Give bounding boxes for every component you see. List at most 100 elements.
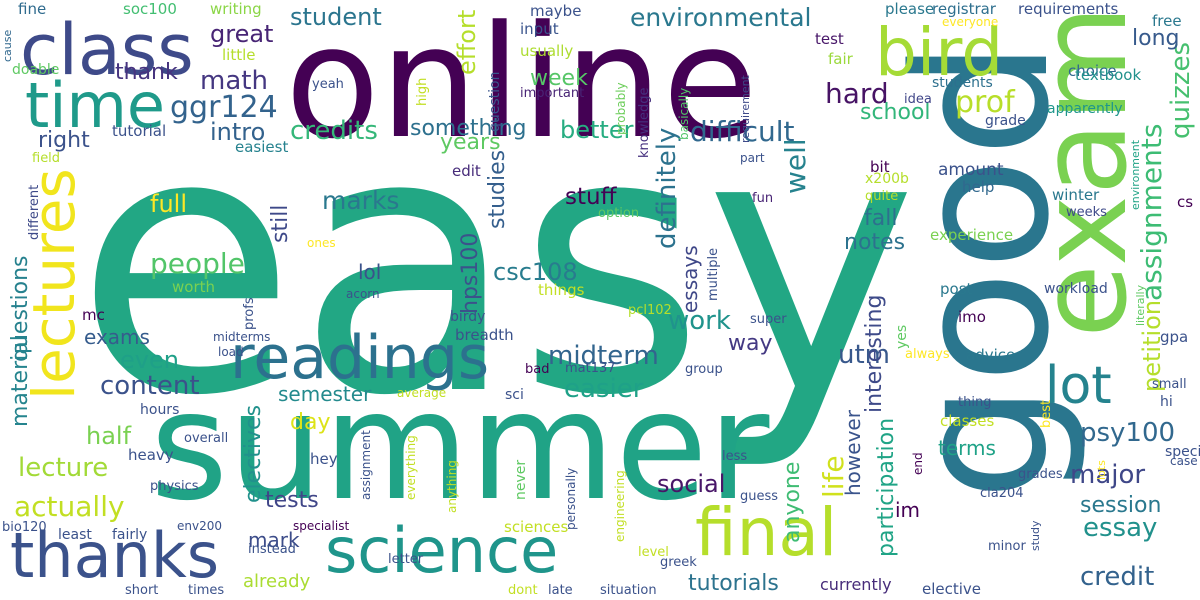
word-hard: hard: [825, 77, 889, 110]
word-everything: everything: [404, 435, 418, 500]
word-lots: lots: [1095, 460, 1108, 480]
word-hey: hey: [310, 450, 338, 468]
word-lol: lol: [358, 260, 382, 284]
word-physics: physics: [150, 479, 199, 494]
word-better: better: [560, 116, 634, 144]
word-situation: situation: [600, 583, 657, 598]
word-actually: actually: [14, 490, 125, 523]
word-mark: mark: [248, 528, 300, 552]
word-tutorials: tutorials: [688, 571, 779, 596]
word-anyone: anyone: [780, 461, 805, 543]
word-question: question: [487, 71, 503, 132]
word-probably: probably: [614, 82, 628, 135]
word-input: input: [520, 20, 559, 38]
word-usually: usually: [520, 42, 574, 60]
word-classes: classes: [940, 412, 995, 430]
word-apparently: apparently: [1047, 101, 1123, 117]
word-half: half: [86, 422, 132, 450]
word-life: life: [817, 455, 850, 498]
word-hi: hi: [1160, 394, 1173, 410]
word-terms: terms: [938, 436, 996, 460]
word-best: best: [1039, 399, 1054, 428]
word-requirement: requirement: [739, 75, 752, 143]
word-experience: experience: [930, 226, 1014, 244]
word-hours: hours: [140, 402, 180, 418]
word-environment: environment: [1129, 139, 1142, 210]
word-knowledge: knowledge: [637, 87, 652, 158]
word-weeks: weeks: [1066, 205, 1107, 220]
word-mc: mc: [82, 306, 105, 324]
word-week: week: [530, 66, 588, 91]
word-student: student: [290, 3, 382, 31]
word-average: average: [397, 386, 447, 400]
word-gpa: gpa: [1160, 328, 1189, 346]
word-day: day: [290, 410, 331, 435]
word-intro: intro: [210, 118, 266, 146]
word-math: math: [200, 66, 268, 96]
word-instead: instead: [248, 542, 296, 557]
word-already: already: [243, 571, 311, 592]
word-help: help: [962, 178, 995, 196]
word-end: end: [911, 452, 925, 475]
word-less: less: [722, 449, 748, 464]
word-requirements: requirements: [1018, 0, 1119, 18]
word-social: social: [657, 470, 726, 498]
word-readings: readings: [230, 323, 490, 393]
word-fair: fair: [828, 50, 853, 68]
word-literally: literally: [1134, 284, 1147, 326]
word-ggr124: ggr124: [170, 90, 278, 125]
word-mat137: mat137: [565, 361, 616, 376]
word-worth: worth: [172, 278, 216, 296]
word-semester: semester: [278, 382, 372, 406]
word-fun: fun: [752, 191, 774, 206]
word-greek: greek: [660, 555, 697, 570]
word-tests: tests: [265, 488, 319, 513]
word-letter: letter: [388, 552, 424, 567]
word-exams: exams: [84, 325, 150, 349]
word-assignment: assignment: [359, 430, 373, 500]
word-heavy: heavy: [128, 446, 174, 464]
word-even: even: [120, 346, 179, 374]
word-fairly: fairly: [112, 527, 148, 543]
word-cs: cs: [1177, 193, 1194, 211]
word-part: part: [740, 151, 765, 165]
word-hps100: hps100: [458, 232, 483, 314]
word-notes: notes: [844, 230, 906, 255]
word-specific: specific: [1165, 444, 1200, 460]
word-case: case: [1170, 454, 1198, 468]
word-minor: minor: [988, 539, 1026, 554]
word-choice: choice: [1068, 62, 1117, 80]
word-multiple: multiple: [706, 247, 721, 301]
word-stuff: stuff: [565, 184, 617, 210]
word-easiest: easiest: [235, 138, 289, 156]
word-session: session: [1080, 493, 1162, 518]
word-late: late: [548, 583, 573, 598]
word-everyone: everyone: [942, 15, 999, 29]
word-study: study: [1029, 520, 1042, 551]
word-credit: credit: [1080, 562, 1155, 592]
word-students: students: [932, 75, 993, 91]
word-idea: idea: [904, 92, 932, 107]
word-thank: thank: [115, 60, 178, 85]
word-lecture: lecture: [18, 453, 109, 483]
word-tutorial: tutorial: [112, 122, 167, 140]
word-workload: workload: [1044, 281, 1108, 297]
word-doable: doable: [12, 62, 60, 78]
word-least: least: [58, 527, 92, 543]
word-sciences: sciences: [504, 518, 569, 536]
word-right: right: [38, 128, 90, 153]
word-studies: studies: [485, 149, 510, 229]
word-advice: advice: [966, 346, 1016, 364]
word-class: class: [20, 9, 194, 91]
word-grade: grade: [985, 113, 1026, 129]
word-electives: electives: [241, 404, 266, 503]
word-grades: grades: [1018, 467, 1063, 482]
word-times: times: [188, 583, 225, 598]
word-breadth: breadth: [455, 326, 514, 344]
word-credits: credits: [290, 116, 378, 146]
word-lot: lot: [1045, 356, 1112, 416]
word-assignments: assignments: [1135, 123, 1168, 301]
word-anything: anything: [445, 460, 459, 513]
word-maybe: maybe: [530, 2, 582, 20]
word-post: post: [940, 280, 973, 298]
